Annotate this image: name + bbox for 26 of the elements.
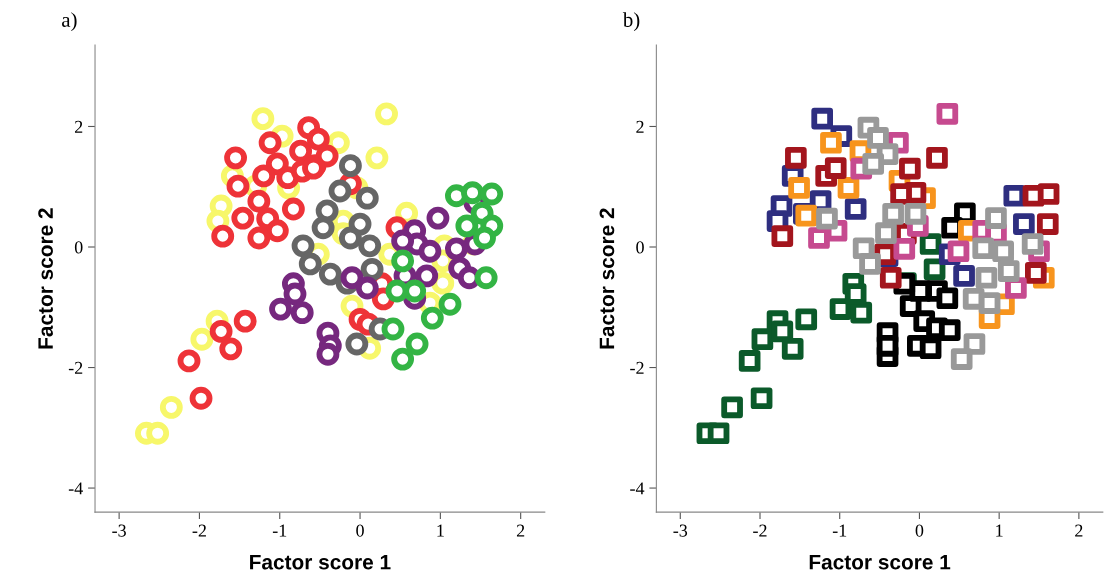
x-tick-label: -2 <box>753 524 767 537</box>
x-axis-title: Factor score 1 <box>250 555 391 570</box>
x-tick-label: 1 <box>437 524 444 537</box>
y-axis-title: Factor score 2 <box>599 208 615 349</box>
y-tick-label: 0 <box>636 241 644 254</box>
y-tick-label: 2 <box>636 120 644 133</box>
y-tick-label: 2 <box>74 120 83 133</box>
x-tick-label: 2 <box>1075 524 1083 537</box>
x-axis-title: Factor score 1 <box>809 555 951 570</box>
text: b) <box>622 12 640 32</box>
x-tick-label: 0 <box>915 524 924 537</box>
text: a) <box>62 12 77 32</box>
x-tick-label: 2 <box>516 524 525 537</box>
x-tick-label: -2 <box>192 524 206 537</box>
y-tick-label: 0 <box>74 241 83 254</box>
x-tick-label: -1 <box>272 524 287 537</box>
y-tick-label: -2 <box>630 361 644 374</box>
y-tick-label: -4 <box>630 482 645 495</box>
x-tick-label: -3 <box>112 524 126 537</box>
y-axis-title: Factor score 2 <box>38 208 53 349</box>
x-tick-label: 1 <box>996 524 1003 537</box>
x-tick-label: -3 <box>673 524 688 537</box>
x-tick-label: 0 <box>356 524 364 537</box>
x-tick-label: -1 <box>832 524 847 537</box>
y-tick-label: -4 <box>68 482 83 495</box>
y-tick-label: -2 <box>68 361 83 374</box>
